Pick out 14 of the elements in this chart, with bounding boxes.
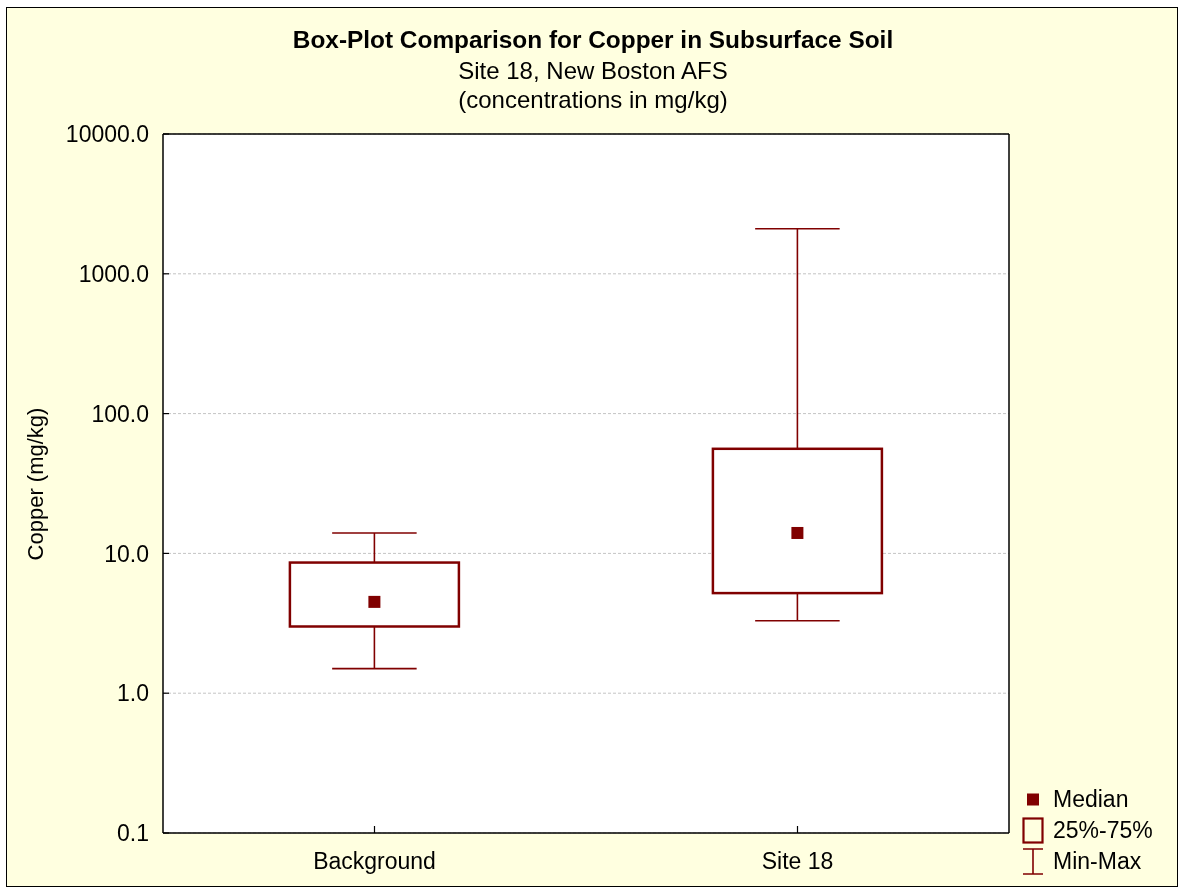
text: 25%-75%	[1053, 816, 1153, 845]
y-tick-label: 1.0	[117, 680, 149, 707]
chart-title: Box-Plot Comparison for Copper in Subsurface Soil	[291, 25, 895, 54]
y-tick-label: 1000.0	[78, 260, 149, 287]
text: Median	[1053, 785, 1129, 814]
y-tick-label: 10000.0	[65, 121, 149, 148]
y-tick-label: 100.0	[91, 400, 149, 427]
x-tick-label: Site 18	[761, 848, 834, 875]
y-tick-label: 10.0	[104, 540, 149, 567]
y-tick-label: 0.1	[117, 820, 149, 847]
text: Min-Max	[1053, 847, 1142, 876]
chart-subtitle: Site 18, New Boston AFS (concentrations in mg/kg)	[457, 56, 729, 114]
x-tick-label: Background	[313, 848, 436, 875]
y-axis-title: Copper (mg/kg)	[23, 407, 49, 561]
